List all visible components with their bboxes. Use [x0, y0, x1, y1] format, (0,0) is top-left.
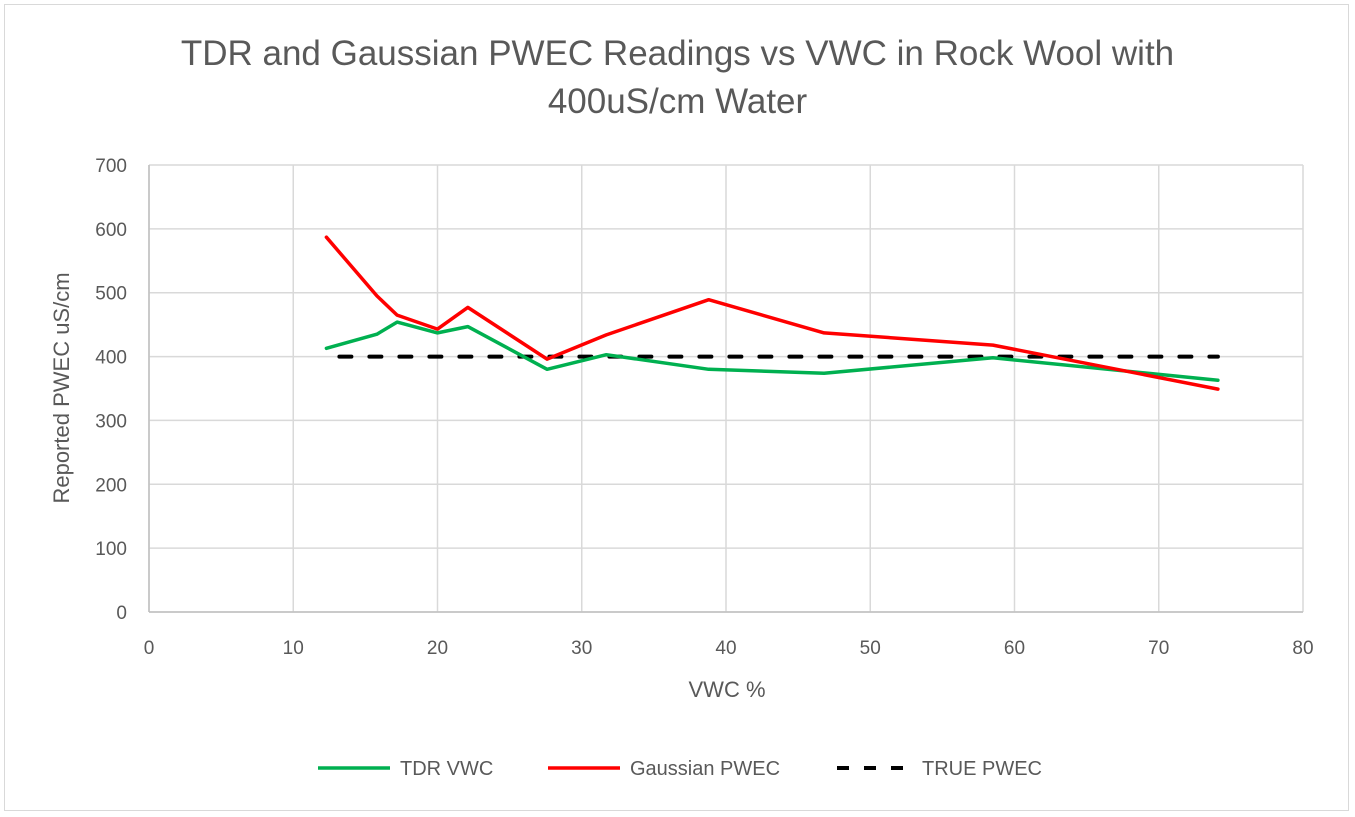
x-axis-label: VWC %	[689, 677, 766, 702]
series-lines	[324, 235, 1220, 391]
y-tick-label: 100	[95, 539, 127, 560]
x-tick-label: 80	[1292, 638, 1313, 659]
x-tick-label: 40	[715, 638, 736, 659]
legend-item-tdr-vwc: TDR VWC	[318, 758, 493, 780]
chart-title-line-2: 400uS/cm Water	[547, 82, 808, 121]
y-tick-label: 0	[116, 603, 127, 624]
legend: TDR VWC Gaussian PWEC TRUE PWEC	[318, 758, 1042, 780]
y-tick-label: 600	[95, 220, 127, 241]
series-gaussian-pwec	[324, 235, 1220, 391]
legend-item-true-pwec: TRUE PWEC	[837, 758, 1042, 780]
y-tick-label: 700	[95, 156, 127, 177]
x-tick-label: 0	[144, 638, 155, 659]
x-tick-label: 10	[283, 638, 304, 659]
x-tick-label: 20	[427, 638, 448, 659]
x-tick-label: 60	[1004, 638, 1025, 659]
y-tick-label: 200	[95, 475, 127, 496]
legend-label: TDR VWC	[400, 758, 493, 780]
y-tick-label: 400	[95, 348, 127, 369]
chart-frame	[4, 4, 1349, 811]
x-tick-label: 50	[860, 638, 881, 659]
series-tdr-vwc	[324, 320, 1220, 382]
axis-ticks: 0 100 200 300 400 500 600 700 0 10 20 30 40 50 60 70 80	[95, 156, 1313, 659]
x-tick-label: 30	[571, 638, 592, 659]
legend-label: Gaussian PWEC	[630, 758, 780, 780]
chart-title: TDR and Gaussian PWEC Readings vs VWC in…	[0, 30, 1355, 126]
chart-title-line-1: TDR and Gaussian PWEC Readings vs VWC in…	[180, 34, 1175, 73]
gridlines	[148, 164, 1304, 613]
y-tick-label: 500	[95, 284, 127, 305]
x-tick-label: 70	[1148, 638, 1169, 659]
y-tick-label: 300	[95, 411, 127, 432]
legend-label: TRUE PWEC	[922, 758, 1042, 780]
y-axis-label: Reported PWEC uS/cm	[49, 272, 74, 503]
legend-item-gaussian-pwec: Gaussian PWEC	[548, 758, 780, 780]
